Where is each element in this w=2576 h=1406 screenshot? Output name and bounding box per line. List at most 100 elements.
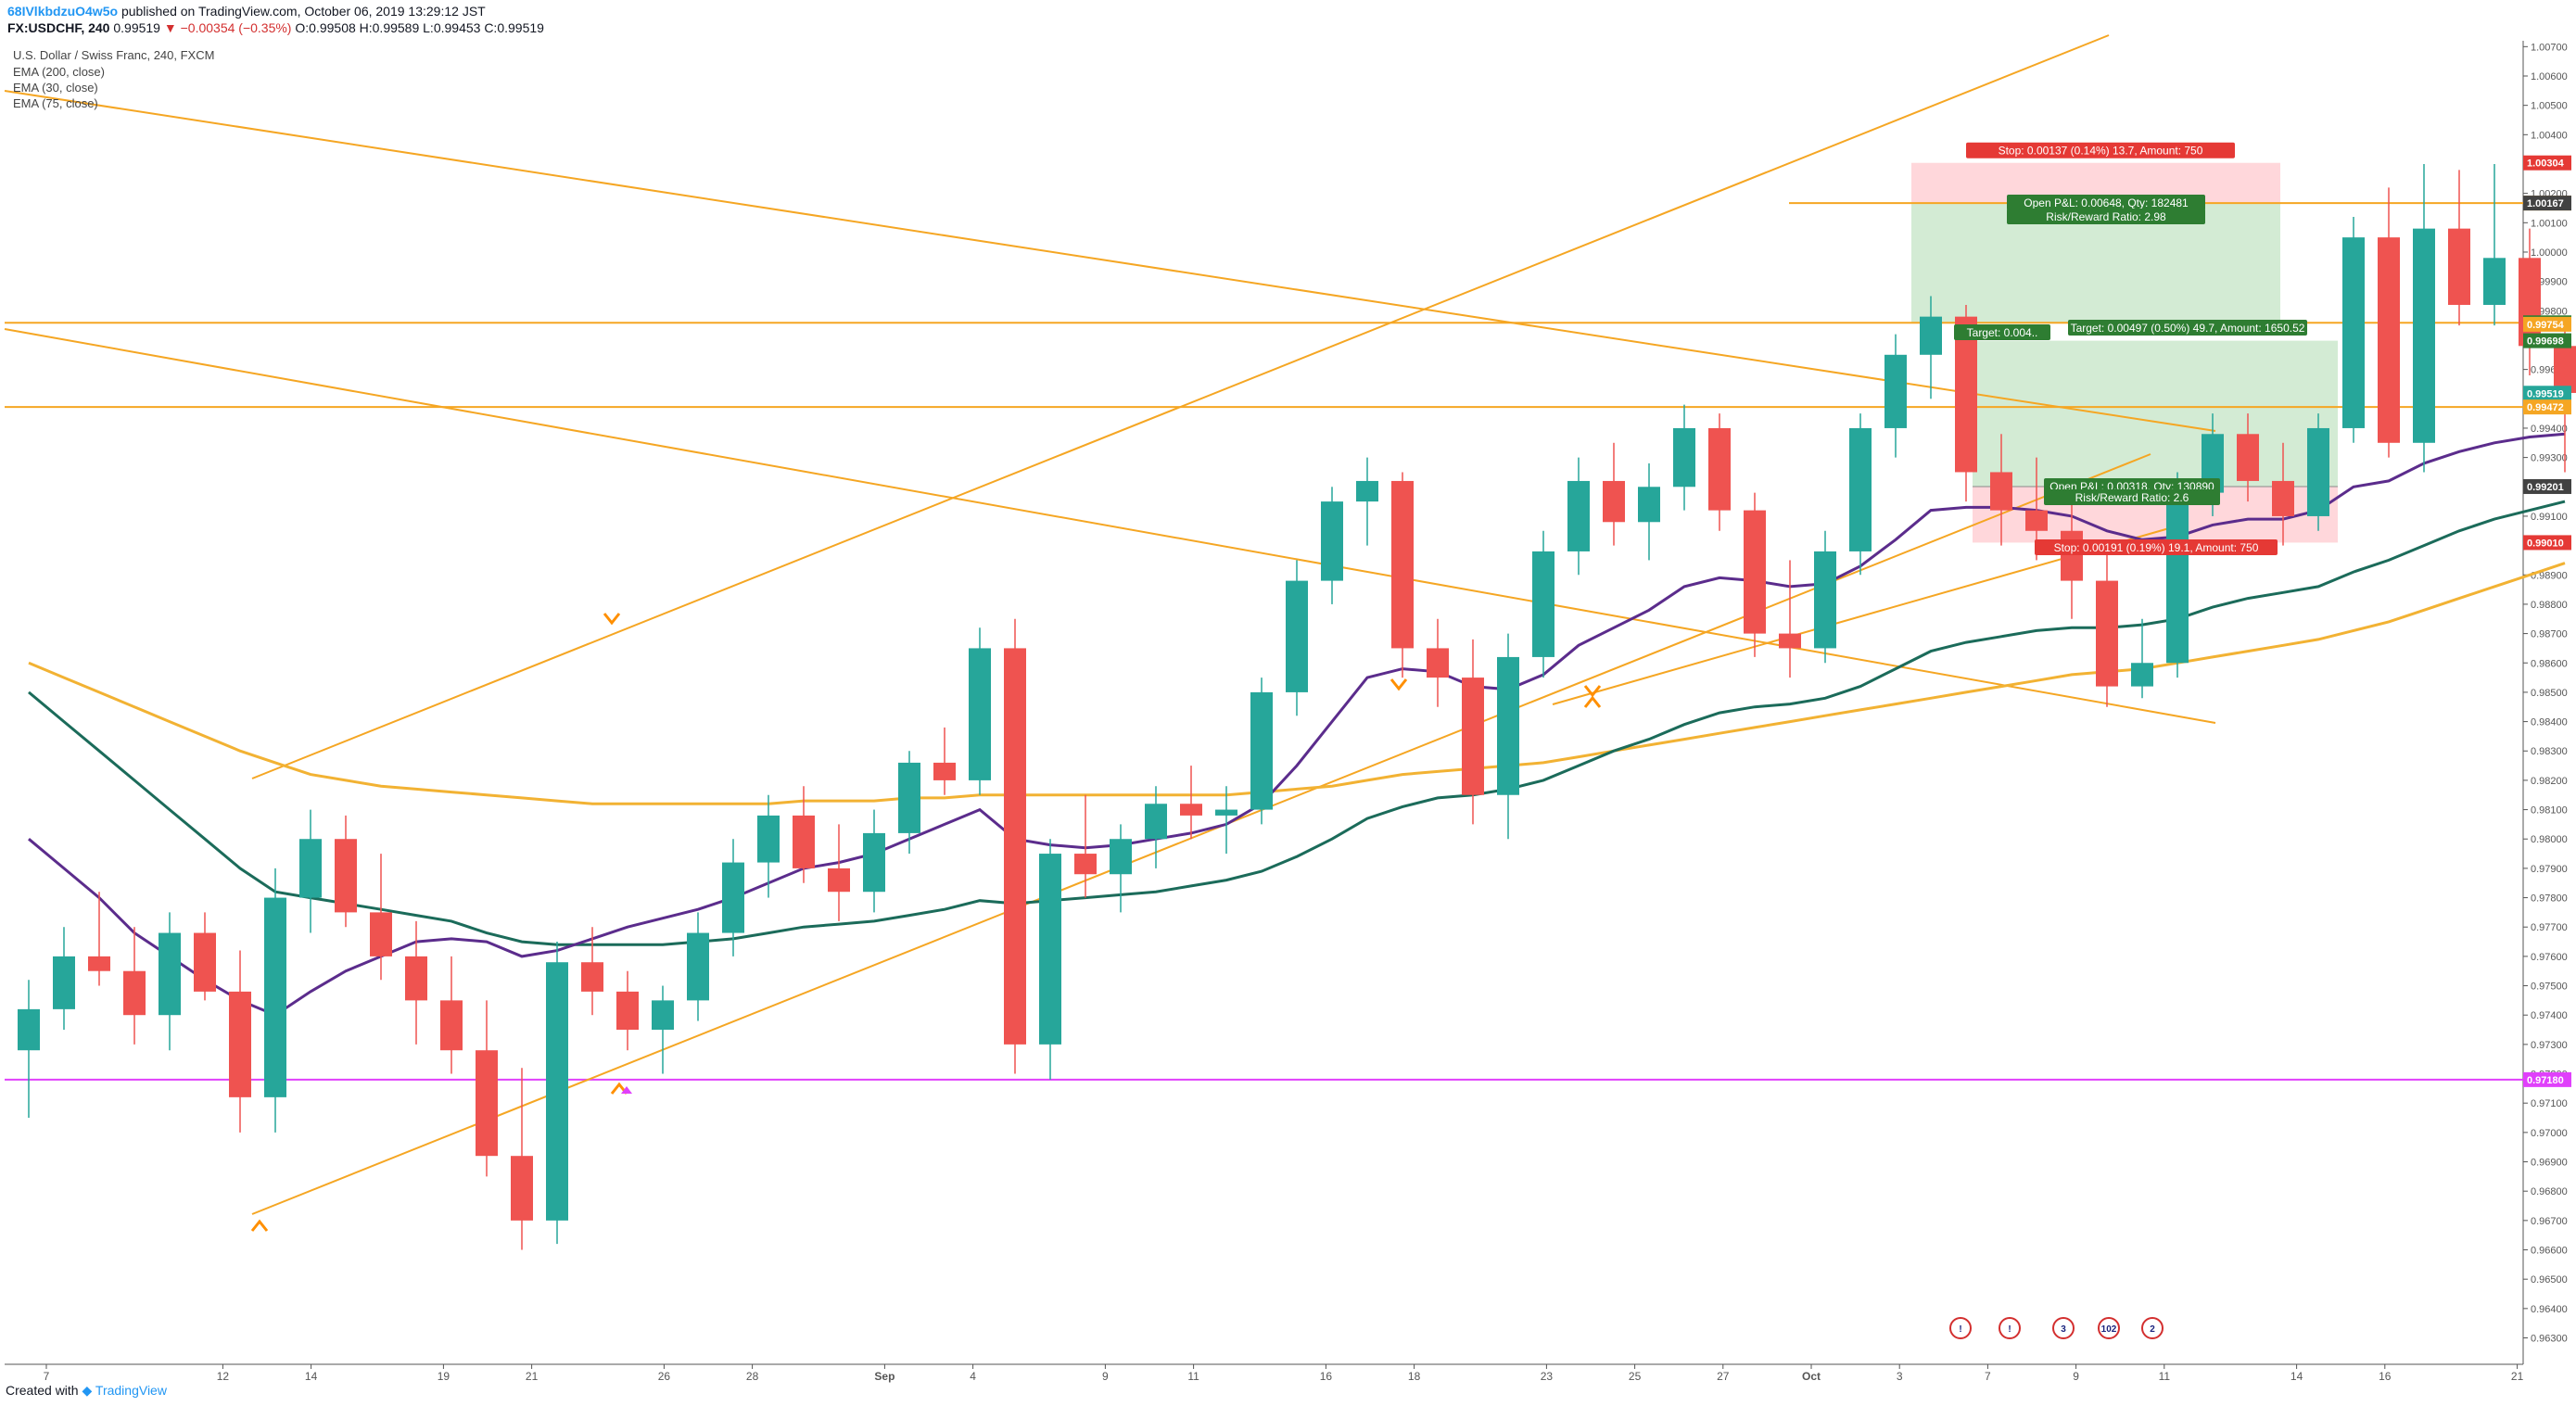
chart-header: 68IVlkbdzuO4w5o published on TradingView…	[0, 0, 2576, 41]
price-tag-bg	[2523, 535, 2571, 551]
event-icon[interactable]: 102	[2098, 1317, 2120, 1339]
trend-line	[4, 328, 2216, 724]
legend-ema200[interactable]: EMA (200, close)	[13, 65, 105, 79]
price-tag-text: 1.00304	[2527, 158, 2565, 170]
candle-body	[863, 832, 885, 893]
candle-body	[2483, 258, 2506, 305]
tradingview-brand[interactable]: TradingView	[95, 1383, 167, 1398]
candle-body	[440, 1000, 463, 1051]
y-tick-label: 0.96800	[2531, 1186, 2568, 1197]
event-icon[interactable]: 2	[2141, 1317, 2164, 1339]
y-tick-label: 0.96900	[2531, 1158, 2568, 1169]
price-tag: 0.97180	[2523, 1071, 2571, 1087]
x-tick-label: 21	[526, 1370, 539, 1383]
y-tick-label: 0.98900	[2531, 570, 2568, 581]
x-tick-label: 11	[1187, 1370, 1199, 1383]
candle-body	[652, 1000, 674, 1031]
legend-ema75[interactable]: EMA (75, close)	[13, 96, 98, 110]
candle-body	[898, 762, 920, 833]
candle-body	[1039, 854, 1061, 1045]
candle-body	[299, 839, 322, 898]
candle-body	[1180, 804, 1202, 816]
position1-target-label: Target: 0.004..	[1954, 324, 2050, 340]
candle-body	[1427, 648, 1449, 678]
candle-body	[1074, 854, 1097, 875]
x-tick-label: Oct	[1802, 1370, 1821, 1383]
x-tick-label: 11	[2159, 1370, 2171, 1383]
price-tag-text: 0.97180	[2527, 1075, 2564, 1086]
event-circle-icon	[1949, 1317, 1972, 1339]
tradingview-logo-icon[interactable]: ◆	[82, 1383, 93, 1398]
candle-body	[2131, 663, 2153, 687]
event-circle-icon	[1999, 1317, 2021, 1339]
y-tick-label: 0.96600	[2531, 1246, 2568, 1257]
price-change: ▼ −0.00354 (−0.35%)	[163, 20, 292, 35]
x-tick-label: 7	[1985, 1370, 1991, 1383]
candle-body	[2061, 530, 2083, 581]
candle-body	[933, 762, 956, 780]
x-tick-label: 14	[2290, 1370, 2303, 1383]
candle-body	[2448, 228, 2470, 305]
y-tick-label: 0.98100	[2531, 805, 2568, 817]
position2-target-label-bg	[2068, 320, 2307, 336]
x-tick-label: 21	[2511, 1370, 2524, 1383]
author-link[interactable]: 68IVlkbdzuO4w5o	[7, 4, 119, 19]
y-tick-label: 0.97700	[2531, 922, 2568, 933]
x-tick-label: 9	[2073, 1370, 2079, 1383]
candle-body	[828, 868, 850, 893]
candle-body	[2272, 480, 2294, 516]
candle-body	[229, 991, 251, 1097]
y-tick-label: 0.98000	[2531, 834, 2568, 845]
event-icon[interactable]: !	[1949, 1317, 1972, 1339]
candle-body	[581, 962, 603, 992]
position1-stop-label: Stop: 0.00137 (0.14%) 13.7, Amount: 750	[1966, 142, 2235, 158]
candle-body	[1532, 551, 1554, 657]
publish-line: 68IVlkbdzuO4w5o published on TradingView…	[7, 4, 486, 19]
candle-body	[2519, 258, 2541, 347]
candle-body	[757, 815, 780, 863]
y-tick-label: 0.97000	[2531, 1128, 2568, 1139]
event-circle-icon	[2141, 1317, 2164, 1339]
position1-target-label-bg	[1954, 324, 2050, 340]
y-tick-label: 0.97400	[2531, 1010, 2568, 1021]
x-tick-label: 9	[1102, 1370, 1109, 1383]
price-tag-bg	[2523, 386, 2571, 401]
arrow-down-icon	[603, 613, 621, 626]
candle-body	[1462, 678, 1484, 795]
arrow-down-icon	[1583, 685, 1602, 698]
candle-body	[1708, 427, 1731, 511]
price-tag: 0.99754	[2523, 316, 2571, 332]
price-tag-bg	[2523, 1071, 2571, 1087]
y-tick-label: 0.98700	[2531, 629, 2568, 640]
candle-body	[1814, 551, 1836, 649]
candle-body	[159, 932, 181, 1016]
x-tick-label: Sep	[874, 1370, 895, 1383]
price-tag-text: 0.99754	[2527, 320, 2565, 331]
candle-body	[2166, 492, 2189, 664]
x-tick-label: 7	[44, 1370, 50, 1383]
price-tag: 0.99201	[2523, 478, 2571, 494]
price-tag: 0.99472	[2523, 399, 2571, 415]
x-tick-label: 18	[1408, 1370, 1421, 1383]
y-tick-label: 0.96700	[2531, 1216, 2568, 1227]
x-tick-label: 14	[305, 1370, 318, 1383]
event-icon[interactable]: 3	[2052, 1317, 2075, 1339]
price-tag: 1.00167	[2523, 196, 2571, 211]
last-price: 0.99519	[113, 20, 160, 35]
legend-ema30[interactable]: EMA (30, close)	[13, 81, 98, 95]
price-tag-bg	[2523, 399, 2571, 415]
ohlc-values: O:0.99508 H:0.99589 L:0.99453 C:0.99519	[295, 20, 544, 35]
x-tick-label: 28	[746, 1370, 759, 1383]
candle-body	[2307, 427, 2329, 516]
event-icon[interactable]: !	[1999, 1317, 2021, 1339]
x-tick-label: 16	[2379, 1370, 2392, 1383]
published-text: published on TradingView.com, October 06…	[121, 4, 486, 19]
price-tag-bg	[2523, 478, 2571, 494]
magenta-marker-icon	[621, 1086, 632, 1094]
price-tag-text: 0.99698	[2527, 336, 2564, 348]
position2-rr-label-bg	[2044, 489, 2220, 505]
x-tick-label: 19	[438, 1370, 450, 1383]
symbol-name: FX:USDCHF, 240	[7, 20, 110, 35]
x-tick-label: 23	[1541, 1370, 1554, 1383]
